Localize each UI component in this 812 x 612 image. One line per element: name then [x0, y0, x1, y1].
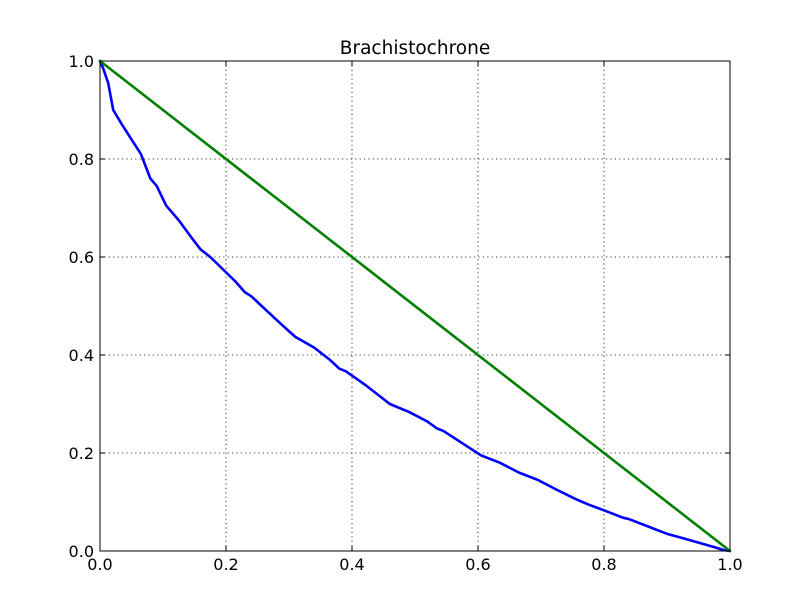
y-tick-label: 1.0	[69, 52, 94, 71]
x-tick-label: 1.0	[717, 555, 742, 574]
y-tick-label: 0.0	[69, 542, 94, 561]
y-tick-label: 0.2	[69, 444, 94, 463]
x-tick-labels: 0.0 0.2 0.4 0.6 0.8 1.0	[87, 555, 742, 574]
y-tick-label: 0.6	[69, 248, 94, 267]
y-tick-labels: 0.0 0.2 0.4 0.6 0.8 1.0	[69, 52, 94, 561]
x-tick-label: 0.0	[87, 555, 112, 574]
x-tick-label: 0.6	[465, 555, 490, 574]
y-tick-label: 0.8	[69, 150, 94, 169]
series-line-blue	[98, 59, 732, 553]
series-group	[98, 59, 732, 553]
y-tick-label: 0.4	[69, 346, 94, 365]
x-tick-label: 0.4	[339, 555, 364, 574]
x-tick-label: 0.8	[591, 555, 616, 574]
axis-ticks	[99, 60, 731, 552]
plot-frame	[99, 60, 731, 552]
x-tick-label: 0.2	[213, 555, 238, 574]
series-line-green	[98, 59, 732, 553]
chart-title: Brachistochrone	[340, 38, 490, 59]
